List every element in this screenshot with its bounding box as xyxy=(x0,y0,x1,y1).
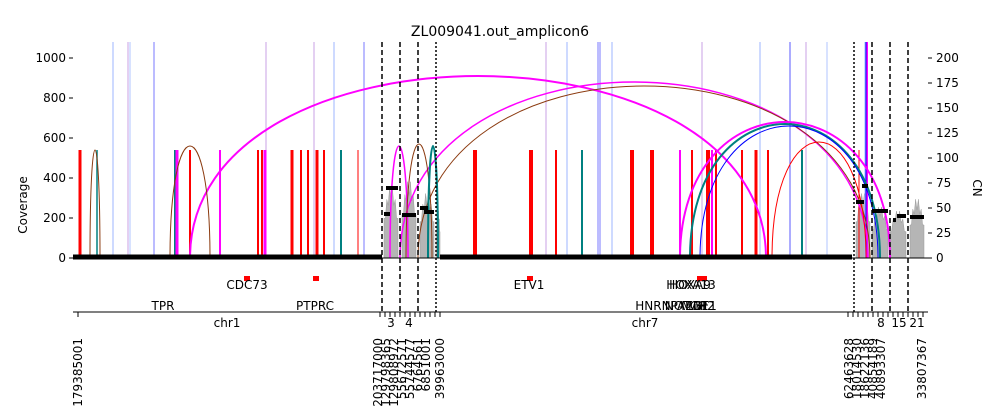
position-label: 40854189 xyxy=(866,338,880,399)
position-label: 6764561 xyxy=(411,338,425,391)
breakpoint-arc xyxy=(169,145,211,259)
y-axis-label-left: Coverage xyxy=(16,176,30,234)
position-label: 129798365 xyxy=(379,338,393,407)
y-tick-label-right: 0 xyxy=(936,251,944,265)
chromosome-label: 21 xyxy=(909,316,924,330)
breakpoint-arc xyxy=(679,121,891,259)
position-label: 179385001 xyxy=(71,338,85,407)
gene-marker xyxy=(527,276,533,281)
gene-label: HOXA9 xyxy=(669,278,711,292)
gene-label: MAP2 xyxy=(681,299,714,313)
breakpoint-arc xyxy=(689,123,881,259)
position-label: 18014530 xyxy=(850,338,864,399)
y-tick-label-right: 200 xyxy=(936,51,959,65)
y-tick-label-left: 800 xyxy=(43,91,66,105)
position-label: 33807367 xyxy=(915,338,929,399)
coverage-fill xyxy=(909,199,925,259)
text-layer: ZL009041.out_amplicon6 Coverage CN 0 200 4… xyxy=(16,24,984,407)
gene-label: HNRNPA2B1 xyxy=(635,299,709,313)
breakpoint-arc-layer xyxy=(89,75,891,259)
coverage-fill xyxy=(889,211,907,259)
chromosome-label: 3 xyxy=(387,316,395,330)
copy-number-layer xyxy=(73,184,924,260)
breakpoint-arc xyxy=(699,125,879,259)
gene-marker xyxy=(701,276,707,281)
chromosome-label: 15 xyxy=(891,316,906,330)
y-tick-label-right: 175 xyxy=(936,76,959,90)
discordant-line-layer xyxy=(78,42,868,258)
position-label: 55672571 xyxy=(395,338,409,399)
y-tick-label-right: 100 xyxy=(936,151,959,165)
y-tick-label-left: 200 xyxy=(43,211,66,225)
y-tick-label-left: 0 xyxy=(58,251,66,265)
position-label: 62463628 xyxy=(842,338,856,399)
axes-layer xyxy=(69,42,932,317)
y-tick-label-left: 600 xyxy=(43,131,66,145)
position-label: 40893307 xyxy=(874,338,888,399)
gene-marker xyxy=(697,276,703,281)
gene-label: HOXA13 xyxy=(666,278,715,292)
y-tick-label-right: 50 xyxy=(936,201,951,215)
chart-title: ZL009041.out_amplicon6 xyxy=(411,24,589,40)
chromosome-label: chr1 xyxy=(214,316,241,330)
chromosome-label: 8 xyxy=(877,316,885,330)
breakpoint-arc xyxy=(189,75,767,259)
position-label: 55744577 xyxy=(403,338,417,399)
gene-label: PTPRC xyxy=(296,299,334,313)
breakpoint-arc xyxy=(89,149,101,259)
y-tick-label-right: 150 xyxy=(936,101,959,115)
y-tick-label-left: 1000 xyxy=(35,51,66,65)
gene-marker xyxy=(244,276,250,281)
y-tick-label-left: 400 xyxy=(43,171,66,185)
gene-marker xyxy=(313,276,319,281)
breakpoint-arc xyxy=(405,143,433,259)
gene-label: EGF1 xyxy=(685,299,716,313)
position-label: 6851001 xyxy=(419,338,433,391)
gene-label: NOTCH xyxy=(665,299,707,313)
breakpoint-arc xyxy=(417,85,871,259)
y-tick-label-right: 25 xyxy=(936,226,951,240)
y-tick-label-right: 125 xyxy=(936,126,959,140)
position-label: 203717000 xyxy=(371,338,385,407)
gene-label: CDC73 xyxy=(226,278,267,292)
position-label: 129808972 xyxy=(387,338,401,407)
breakpoint-arc xyxy=(771,141,867,259)
gene-label: TPR xyxy=(151,299,175,313)
breakpoint-arc xyxy=(427,145,439,259)
breakpoint-arc xyxy=(399,81,869,259)
position-label: 18622136 xyxy=(858,338,872,399)
chromosome-label: 4 xyxy=(405,316,413,330)
gene-label: ETV1 xyxy=(514,278,545,292)
chromosome-label: chr7 xyxy=(632,316,659,330)
y-axis-label-right: CN xyxy=(970,179,984,196)
y-tick-label-right: 75 xyxy=(936,176,951,190)
position-label: 39963000 xyxy=(433,338,447,399)
